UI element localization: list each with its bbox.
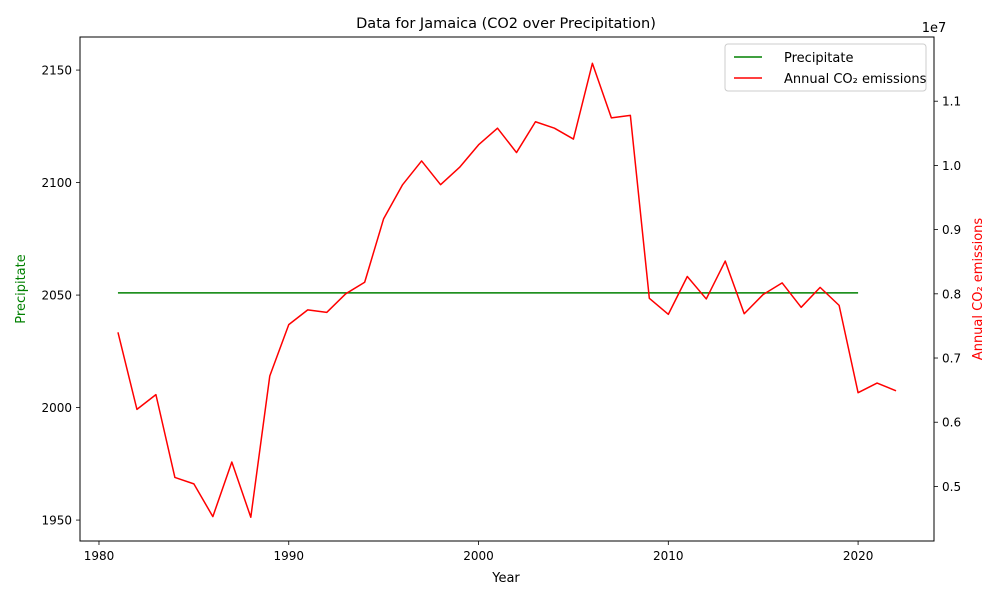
y-right-tick-label: 1.0: [942, 159, 961, 173]
y-axis-right: 0.5 0.6 0.7 0.8 0.9 1.0 1.1: [934, 95, 961, 494]
x-tick-label: 2000: [463, 549, 494, 563]
y-axis-left: 1950 2000 2050 2100 2150: [41, 64, 80, 528]
plot-frame: [79, 36, 935, 542]
plot-area: [117, 62, 897, 518]
x-axis-label: Year: [491, 571, 520, 586]
x-tick-label: 2010: [653, 549, 684, 563]
y-right-tick-label: 0.8: [942, 287, 961, 301]
chart-title: Data for Jamaica (CO2 over Precipitation…: [356, 16, 656, 32]
y-left-tick-label: 2050: [41, 289, 72, 303]
y-axis-right-offset-label: 1e7: [922, 21, 947, 36]
y-left-tick-label: 2100: [41, 176, 72, 190]
y-right-tick-label: 0.5: [942, 480, 961, 494]
y-left-tick-label: 2150: [41, 64, 72, 78]
legend-label-precipitate: Precipitate: [784, 51, 853, 66]
y-axis-left-label: Precipitate: [14, 254, 29, 323]
y-right-tick-label: 1.1: [942, 95, 961, 109]
y-left-tick-label: 1950: [41, 514, 72, 528]
legend-box: [724, 43, 927, 92]
y-left-tick-label: 2000: [41, 401, 72, 415]
series-line-co2: [117, 62, 897, 518]
legend-label-co2: Annual CO₂ emissions: [784, 72, 927, 87]
y-right-tick-label: 0.6: [942, 416, 961, 430]
legend: Precipitate Annual CO₂ emissions: [724, 43, 927, 92]
x-tick-label: 1990: [273, 549, 304, 563]
x-tick-label: 2020: [843, 549, 874, 563]
x-tick-label: 1980: [84, 549, 115, 563]
y-right-tick-label: 0.7: [942, 352, 961, 366]
y-axis-right-label: Annual CO₂ emissions: [971, 218, 986, 361]
y-right-tick-label: 0.9: [942, 223, 961, 237]
x-axis: 1980 1990 2000 2010 2020: [84, 541, 874, 563]
